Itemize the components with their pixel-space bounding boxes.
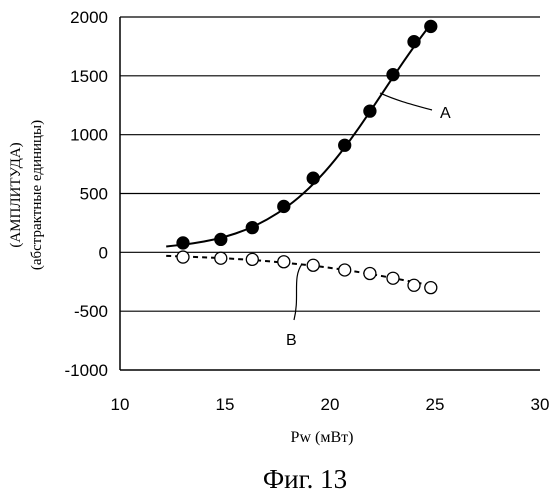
series-b-point	[246, 253, 258, 265]
fit-curve-b	[166, 256, 424, 284]
series-b-point	[339, 264, 351, 276]
series-b-label: B	[286, 332, 297, 349]
series-a-point	[425, 20, 437, 32]
series-b-point	[215, 252, 227, 264]
y-tick-label: -500	[74, 302, 108, 321]
y-axis-label-line1: (АМПЛИТУДА)	[8, 142, 24, 247]
x-tick-label: 25	[426, 395, 445, 414]
x-tick-label: 30	[531, 395, 550, 414]
callout-a-leader	[380, 93, 432, 110]
x-axis-label: Pw (мВт)	[291, 429, 354, 446]
callout-a: A	[380, 93, 451, 122]
series-a-point	[246, 222, 258, 234]
y-tick-label: 500	[80, 185, 108, 204]
series-a-point	[177, 237, 189, 249]
y-tick-label: 2000	[70, 8, 108, 27]
fit-curves	[166, 24, 431, 284]
series-a-point	[307, 172, 319, 184]
series-a-point	[408, 36, 420, 48]
series-b-point	[177, 251, 189, 263]
x-tick-label: 15	[216, 395, 235, 414]
y-tick-label: 1000	[70, 126, 108, 145]
series-b-point	[278, 256, 290, 268]
series-a-point	[339, 139, 351, 151]
series-a-point	[278, 200, 290, 212]
series-a-point	[364, 105, 376, 117]
callout-b: B	[286, 264, 302, 349]
series-b-point	[307, 259, 319, 271]
series-b-point	[408, 279, 420, 291]
y-tick-label: 1500	[70, 67, 108, 86]
series-b-point	[387, 272, 399, 284]
figure-caption: Фиг. 13	[263, 464, 347, 494]
x-tick-label: 20	[321, 395, 340, 414]
series-a-label: A	[440, 105, 451, 122]
series-a-point	[387, 69, 399, 81]
y-tick-label: 0	[99, 243, 108, 262]
y-tick-labels: -1000 -500 0 500 1000 1500 2000	[65, 8, 108, 380]
x-tick-labels: 10 15 20 25 30	[111, 395, 550, 414]
x-tick-label: 10	[111, 395, 130, 414]
series-b-point	[364, 268, 376, 280]
y-tick-label: -1000	[65, 361, 108, 380]
y-axis-label-line2: (абстрактные единицы)	[29, 120, 45, 270]
series-b-point	[425, 282, 437, 294]
series-a-point	[215, 233, 227, 245]
